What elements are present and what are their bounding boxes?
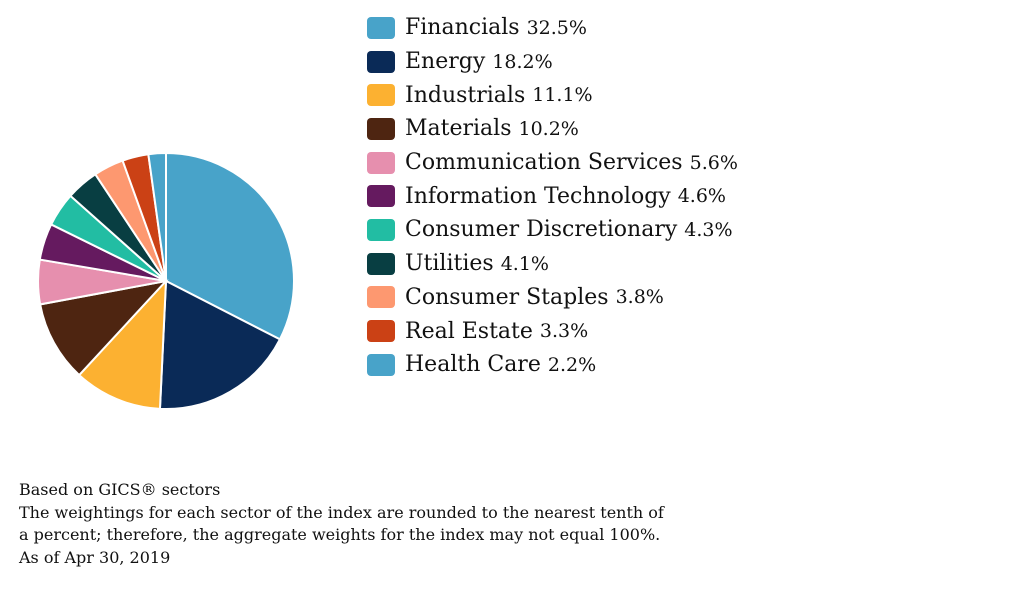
pie-chart [37, 151, 295, 410]
legend-swatch [367, 151, 395, 174]
legend-item: Health Care 2.2% [367, 348, 738, 382]
legend-item: Information Technology 4.6% [367, 179, 738, 213]
legend-swatch [367, 84, 395, 107]
legend-item: Communication Services 5.6% [367, 146, 738, 180]
legend-item: Utilities 4.1% [367, 247, 738, 281]
legend-item: Consumer Staples 3.8% [367, 281, 738, 315]
legend-value: 4.1% [500, 252, 549, 275]
pie-slice-financials [165, 151, 295, 341]
footnote-rounding-1: The weightings for each sector of the in… [19, 502, 664, 522]
legend-label: Industrials [405, 82, 526, 108]
legend-item: Real Estate 3.3% [367, 314, 738, 348]
legend-value: 2.2% [547, 353, 597, 376]
legend-label: Real Estate [405, 318, 533, 344]
legend-swatch [367, 353, 395, 376]
footnotes: Based on GICS® sectors The weightings fo… [19, 479, 664, 569]
legend-label: Financials [405, 15, 520, 41]
legend-swatch [367, 320, 395, 343]
legend-swatch [367, 50, 395, 73]
legend-value: 3.3% [539, 320, 589, 343]
legend-swatch [367, 16, 395, 39]
footnote-gics: Based on GICS® sectors [19, 480, 221, 499]
pie-slice-materials [38, 279, 169, 377]
legend-label: Materials [405, 116, 512, 142]
legend-item: Energy 18.2% [367, 45, 738, 79]
pie-slice-industrials [77, 278, 168, 410]
legend-value: 10.2% [518, 117, 579, 140]
legend-value: 3.8% [615, 286, 664, 309]
legend-value: 32.5% [526, 16, 587, 39]
legend-label: Health Care [405, 352, 541, 378]
footnote-as-of-date: As of Apr 30, 2019 [19, 547, 171, 567]
legend-value: 5.6% [689, 151, 738, 174]
legend-swatch [367, 252, 395, 275]
legend-label: Information Technology [405, 183, 671, 209]
legend: Financials 32.5% Energy 18.2% Industrials 11.… [367, 11, 738, 382]
legend-label: Consumer Discretionary [405, 217, 678, 243]
legend-swatch [367, 218, 395, 241]
pie-slice-energy [158, 279, 282, 410]
legend-value: 4.6% [677, 185, 726, 208]
pie-slice-health-care [147, 151, 167, 282]
legend-value: 18.2% [492, 50, 553, 73]
legend-item: Consumer Discretionary 4.3% [367, 213, 738, 247]
legend-item: Materials 10.2% [367, 112, 738, 146]
legend-label: Utilities [405, 251, 494, 277]
legend-label: Communication Services [405, 150, 683, 176]
legend-label: Energy [405, 49, 486, 75]
legend-swatch [367, 286, 395, 309]
legend-swatch [367, 185, 395, 208]
legend-label: Consumer Staples [405, 284, 609, 310]
legend-item: Industrials 11.1% [367, 78, 738, 112]
legend-item: Financials 32.5% [367, 11, 738, 45]
legend-value: 11.1% [532, 84, 593, 107]
footnote-rounding-2: a percent; therefore, the aggregate weig… [19, 525, 661, 544]
legend-swatch [367, 117, 395, 140]
legend-value: 4.3% [684, 218, 733, 241]
